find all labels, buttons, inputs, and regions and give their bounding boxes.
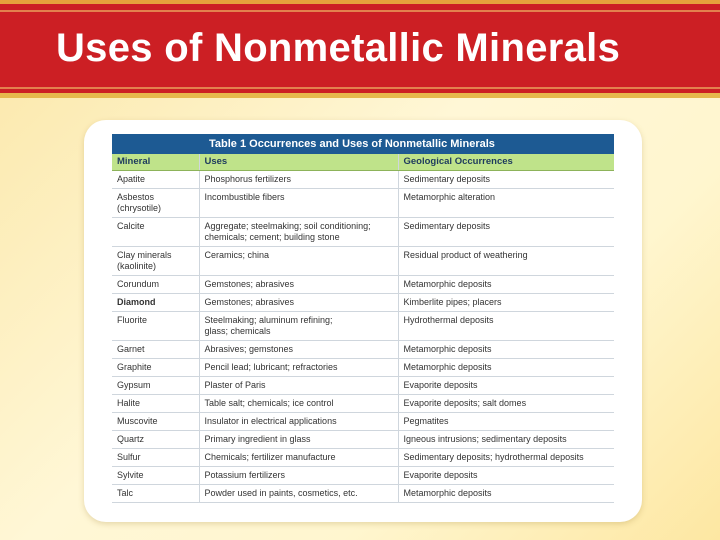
cell-uses: Insulator in electrical applications bbox=[199, 412, 399, 431]
cell-occurrence: Metamorphic deposits bbox=[398, 275, 614, 294]
table-row: Corundum Gemstones; abrasives Metamorphic … bbox=[112, 275, 614, 294]
cell-uses: Gemstones; abrasives bbox=[199, 293, 399, 312]
cell-uses: Table salt; chemicals; ice control bbox=[199, 394, 399, 413]
table-row: Fluorite Steelmaking; aluminum refining; g… bbox=[112, 311, 614, 341]
cell-uses: Powder used in paints, cosmetics, etc. bbox=[199, 484, 399, 503]
table-row: Gypsum Plaster of Paris Evaporite deposits bbox=[112, 376, 614, 395]
cell-mineral: Halite bbox=[112, 394, 200, 413]
table-row: Graphite Pencil lead; lubricant; refracto… bbox=[112, 358, 614, 377]
cell-mineral: Sulfur bbox=[112, 448, 200, 467]
cell-occurrence: Metamorphic deposits bbox=[398, 484, 614, 503]
table-row: Diamond Gemstones; abrasives Kimberlite pi… bbox=[112, 293, 614, 312]
cell-mineral: Quartz bbox=[112, 430, 200, 449]
cell-mineral: Diamond bbox=[112, 293, 200, 312]
cell-occurrence: Igneous intrusions; sedimentary deposits bbox=[398, 430, 614, 449]
cell-mineral: Asbestos (chrysotile) bbox=[112, 188, 200, 218]
cell-occurrence: Evaporite deposits bbox=[398, 376, 614, 395]
cell-mineral: Corundum bbox=[112, 275, 200, 294]
cell-uses: Chemicals; fertilizer manufacture bbox=[199, 448, 399, 467]
cell-uses: Plaster of Paris bbox=[199, 376, 399, 395]
cell-occurrence: Residual product of weathering bbox=[398, 246, 614, 276]
cell-uses: Incombustible fibers bbox=[199, 188, 399, 218]
header-occurrences: Geological Occurrences bbox=[398, 154, 614, 171]
title-bar: Uses of Nonmetallic Minerals bbox=[0, 0, 720, 98]
cell-occurrence: Evaporite deposits; salt domes bbox=[398, 394, 614, 413]
table-row: Garnet Abrasives; gemstones Metamorphic de… bbox=[112, 340, 614, 359]
cell-mineral: Muscovite bbox=[112, 412, 200, 431]
cell-mineral: Garnet bbox=[112, 340, 200, 359]
cell-uses: Abrasives; gemstones bbox=[199, 340, 399, 359]
cell-mineral: Sylvite bbox=[112, 466, 200, 485]
cell-occurrence: Sedimentary deposits bbox=[398, 170, 614, 189]
table-row: Quartz Primary ingredient in glass Igneous… bbox=[112, 430, 614, 449]
header-mineral: Mineral bbox=[112, 154, 200, 171]
table-row: Calcite Aggregate; steelmaking; soil cond… bbox=[112, 217, 614, 247]
cell-occurrence: Sedimentary deposits; hydrothermal depos… bbox=[398, 448, 614, 467]
cell-mineral: Graphite bbox=[112, 358, 200, 377]
minerals-table-container: Table 1 Occurrences and Uses of Nonmetal… bbox=[112, 134, 614, 503]
table-row: Sylvite Potassium fertilizers Evaporite de… bbox=[112, 466, 614, 485]
cell-mineral: Talc bbox=[112, 484, 200, 503]
cell-uses: Ceramics; china bbox=[199, 246, 399, 276]
cell-occurrence: Pegmatites bbox=[398, 412, 614, 431]
table-row: Apatite Phosphorus fertilizers Sedimentary… bbox=[112, 170, 614, 189]
cell-uses: Steelmaking; aluminum refining; glass; ch… bbox=[199, 311, 399, 341]
cell-uses: Phosphorus fertilizers bbox=[199, 170, 399, 189]
cell-uses: Primary ingredient in glass bbox=[199, 430, 399, 449]
cell-uses: Aggregate; steelmaking; soil conditionin… bbox=[199, 217, 399, 247]
cell-mineral: Calcite bbox=[112, 217, 200, 247]
cell-occurrence: Hydrothermal deposits bbox=[398, 311, 614, 341]
table-row: Muscovite Insulator in electrical applica… bbox=[112, 412, 614, 431]
table-row: Asbestos (chrysotile) Incombustible fibers… bbox=[112, 188, 614, 218]
cell-occurrence: Kimberlite pipes; placers bbox=[398, 293, 614, 312]
minerals-table: Mineral Uses Geological Occurrences Apat… bbox=[112, 154, 614, 503]
cell-mineral: Fluorite bbox=[112, 311, 200, 341]
table-header-row: Mineral Uses Geological Occurrences bbox=[112, 154, 614, 171]
cell-occurrence: Metamorphic deposits bbox=[398, 358, 614, 377]
table-row: Halite Table salt; chemicals; ice control… bbox=[112, 394, 614, 413]
cell-occurrence: Metamorphic deposits bbox=[398, 340, 614, 359]
cell-uses: Potassium fertilizers bbox=[199, 466, 399, 485]
cell-occurrence: Sedimentary deposits bbox=[398, 217, 614, 247]
table-row: Clay minerals (kaolinite) Ceramics; china R… bbox=[112, 246, 614, 276]
table-row: Talc Powder used in paints, cosmetics, et… bbox=[112, 484, 614, 503]
cell-occurrence: Metamorphic alteration bbox=[398, 188, 614, 218]
table-row: Sulfur Chemicals; fertilizer manufacture S… bbox=[112, 448, 614, 467]
cell-uses: Pencil lead; lubricant; refractories bbox=[199, 358, 399, 377]
cell-uses: Gemstones; abrasives bbox=[199, 275, 399, 294]
slide-title: Uses of Nonmetallic Minerals bbox=[56, 26, 621, 70]
cell-mineral: Apatite bbox=[112, 170, 200, 189]
cell-mineral: Clay minerals (kaolinite) bbox=[112, 246, 200, 276]
header-uses: Uses bbox=[199, 154, 399, 171]
cell-mineral: Gypsum bbox=[112, 376, 200, 395]
cell-occurrence: Evaporite deposits bbox=[398, 466, 614, 485]
table-caption: Table 1 Occurrences and Uses of Nonmetal… bbox=[112, 134, 614, 154]
